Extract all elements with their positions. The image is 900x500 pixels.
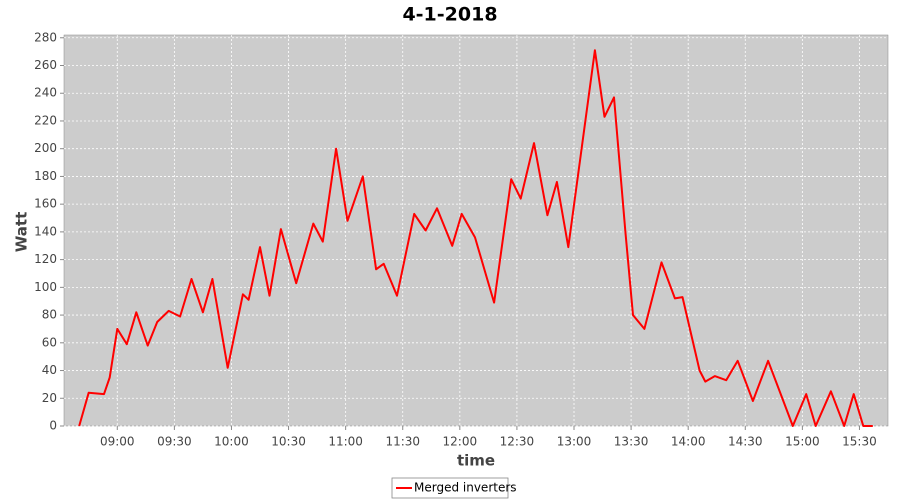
x-tick-label: 15:00 <box>785 435 820 449</box>
y-tick-label: 60 <box>42 335 57 349</box>
x-tick-label: 12:30 <box>500 435 535 449</box>
x-tick-label: 14:00 <box>671 435 706 449</box>
y-tick-label: 0 <box>49 419 57 433</box>
y-tick-label: 280 <box>34 30 57 44</box>
x-tick-label: 14:30 <box>728 435 763 449</box>
x-tick-label: 12:00 <box>443 435 478 449</box>
y-tick-label: 260 <box>34 58 57 72</box>
legend-label: Merged inverters <box>414 481 517 495</box>
y-tick-label: 20 <box>42 391 57 405</box>
x-tick-label: 11:30 <box>385 435 420 449</box>
x-tick-label: 10:30 <box>271 435 306 449</box>
data-line <box>78 49 873 427</box>
legend-box <box>391 477 509 499</box>
x-tick-label: 13:00 <box>557 435 592 449</box>
y-tick-label: 80 <box>42 308 57 322</box>
x-tick-label: 15:30 <box>842 435 877 449</box>
x-tick-label: 13:30 <box>614 435 649 449</box>
plot-area <box>63 34 889 427</box>
y-tick-label: 100 <box>34 280 57 294</box>
x-tick-label: 11:00 <box>328 435 363 449</box>
x-tick-label: 10:00 <box>214 435 249 449</box>
chart-title: 4-1-2018 <box>402 4 497 26</box>
x-tick-label: 09:30 <box>157 435 192 449</box>
x-tick-label: 09:00 <box>100 435 135 449</box>
y-tick-label: 220 <box>34 113 57 127</box>
y-axis-label: Watt <box>13 212 31 252</box>
y-tick-label: 200 <box>34 141 57 155</box>
y-tick-label: 140 <box>34 224 57 238</box>
y-tick-label: 160 <box>34 197 57 211</box>
y-tick-label: 40 <box>42 363 57 377</box>
x-axis-label: time <box>457 452 495 470</box>
y-tick-label: 180 <box>34 169 57 183</box>
y-tick-label: 240 <box>34 86 57 100</box>
y-tick-label: 120 <box>34 252 57 266</box>
